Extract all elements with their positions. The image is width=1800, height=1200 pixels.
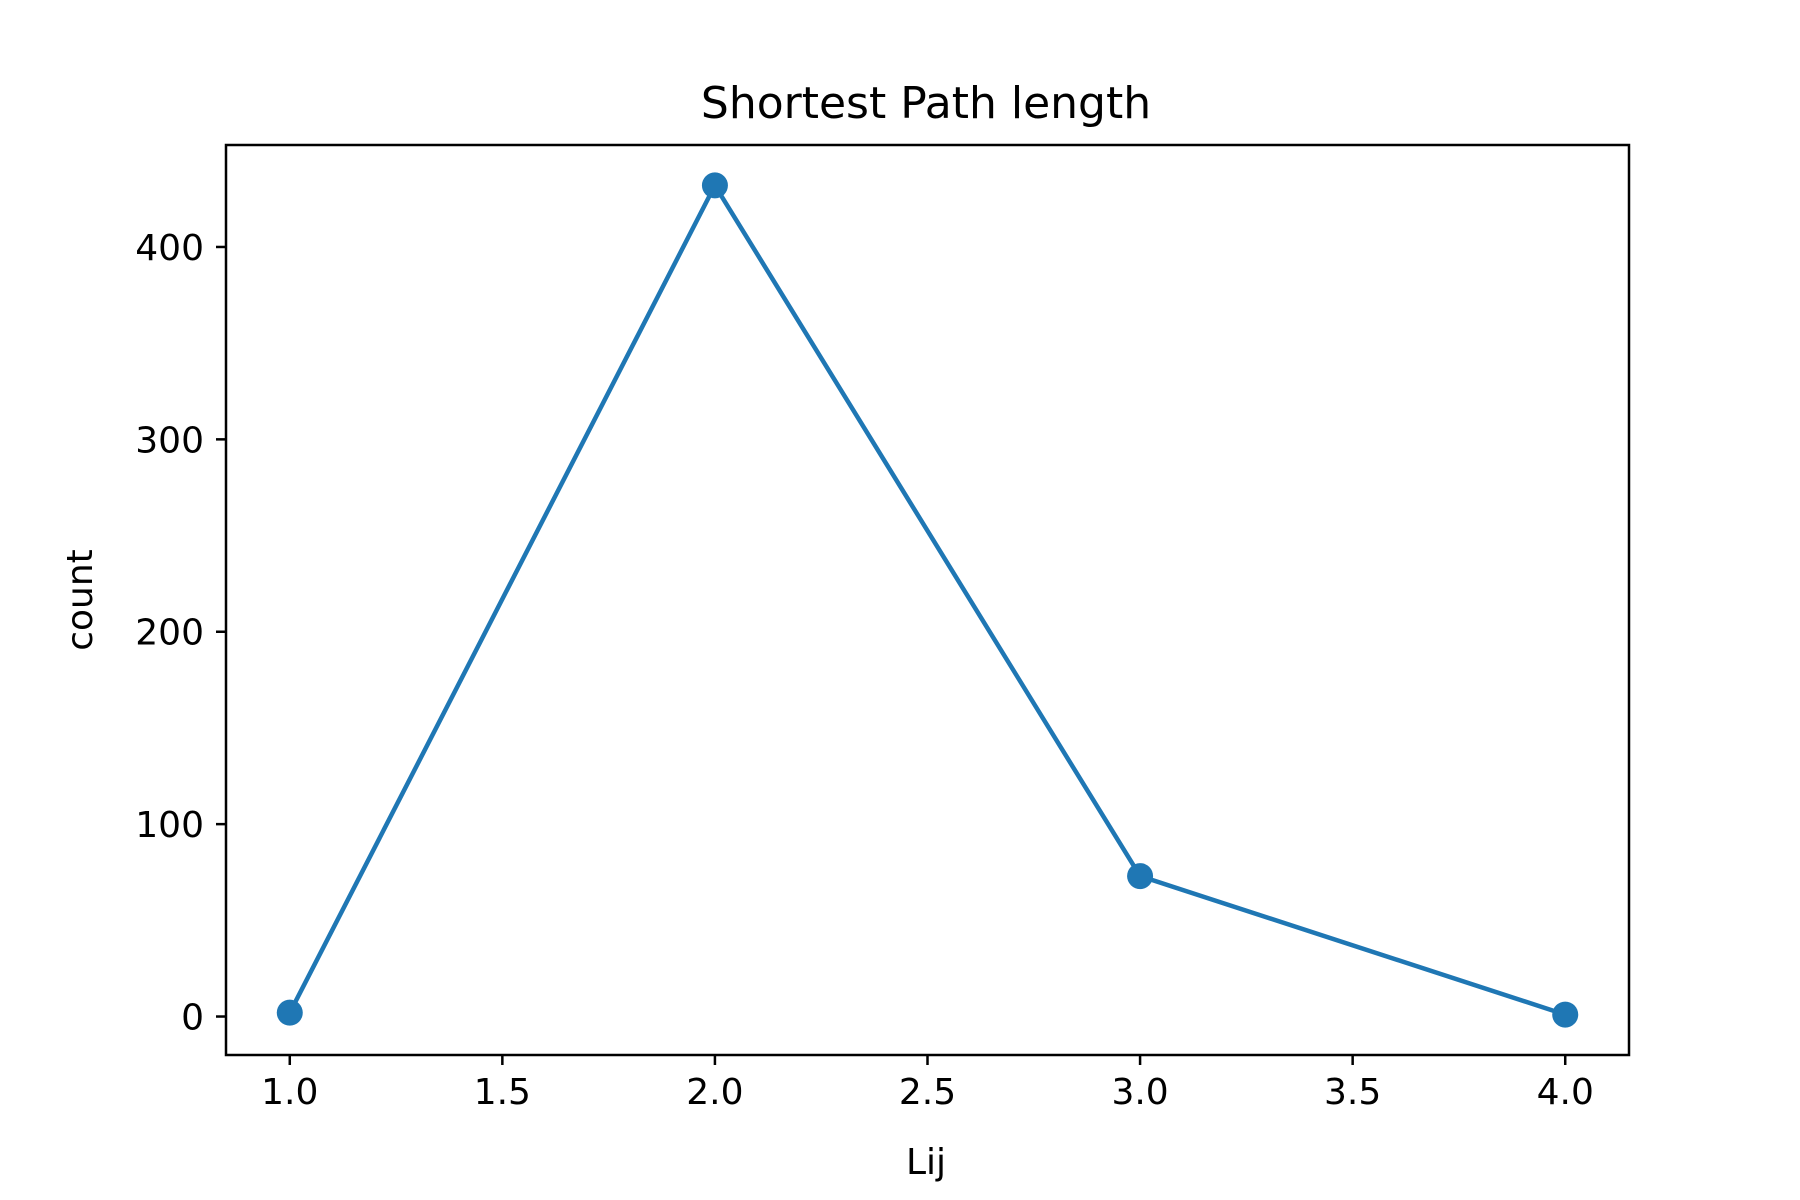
x-tick-label: 1.0 [261, 1072, 318, 1113]
x-tick-label: 4.0 [1537, 1072, 1594, 1113]
chart-title: Shortest Path length [701, 78, 1151, 129]
data-point [276, 999, 303, 1026]
data-point [701, 172, 728, 199]
x-tick-label: 2.5 [899, 1072, 956, 1113]
x-axis-label: Lij [906, 1142, 946, 1183]
y-axis: 0 100 200 300 400 [135, 228, 226, 1039]
y-axis-label: count [60, 549, 101, 651]
y-tick-label: 0 [181, 998, 204, 1039]
series-line [287, 183, 1566, 1017]
y-tick-label: 300 [135, 420, 204, 461]
x-tick-label: 3.0 [1111, 1072, 1168, 1113]
x-axis: 1.0 1.5 2.0 2.5 3.0 3.5 4.0 [261, 1055, 1594, 1113]
y-tick-label: 400 [135, 228, 204, 269]
plot-area [276, 172, 1579, 1028]
y-tick-label: 200 [135, 613, 204, 654]
y-tick-label: 100 [135, 805, 204, 846]
x-tick-label: 3.5 [1324, 1072, 1381, 1113]
x-tick-label: 1.5 [474, 1072, 531, 1113]
x-tick-label: 2.0 [686, 1072, 743, 1113]
data-point [1552, 1001, 1579, 1028]
data-point [1127, 863, 1154, 890]
